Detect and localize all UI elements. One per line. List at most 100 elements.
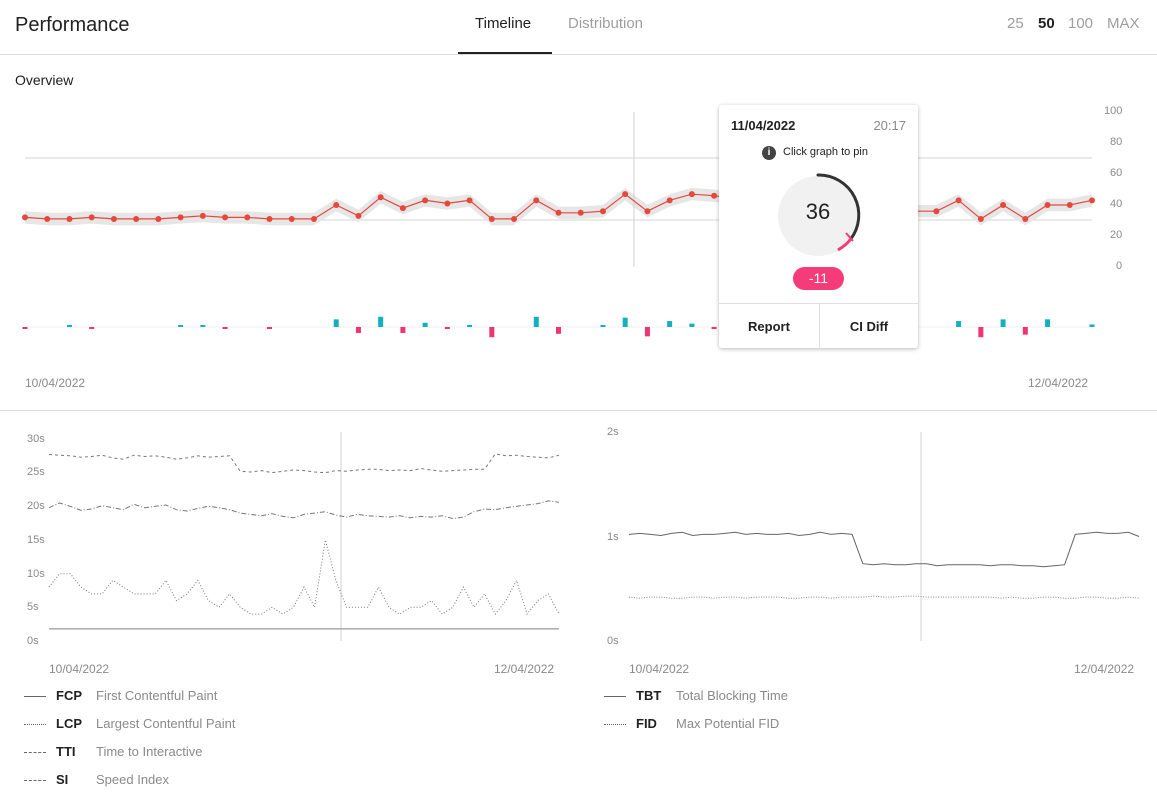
left-y-tick: 10s [27, 568, 45, 580]
overview-diff-bar [489, 327, 495, 338]
left-y-tick: 5s [27, 601, 39, 613]
right-y-tick: 2s [607, 426, 619, 438]
overview-score-point [222, 214, 229, 221]
left-y-tick: 15s [27, 534, 45, 546]
legend-line-dotted [24, 724, 46, 725]
overview-score-point [88, 214, 95, 221]
overview-diff-bar [600, 325, 606, 327]
right-series-fid [628, 595, 1140, 599]
legend-tti: TTI Time to Interactive [24, 742, 324, 762]
overview-x-start: 10/04/2022 [25, 376, 86, 390]
overview-diff-bar [689, 323, 695, 327]
legend-key: LCP [56, 716, 82, 731]
left-x-start: 10/04/2022 [49, 662, 110, 676]
overview-score-point [622, 191, 629, 198]
legend-tbt: TBT Total Blocking Time [604, 686, 904, 706]
right-x-end: 12/04/2022 [1074, 662, 1135, 676]
overview-x-end: 12/04/2022 [1028, 376, 1089, 390]
overview-title: Overview [15, 72, 74, 88]
overview-score-point [244, 214, 251, 221]
ci-diff-button[interactable]: CI Diff [849, 319, 889, 334]
left-series-tti [48, 453, 560, 474]
legend-line-dotted [604, 724, 626, 725]
overview-diff-bar [66, 325, 72, 327]
overview-score-point [66, 215, 73, 222]
overview-diff-bar [711, 327, 717, 329]
left-y-tick: 20s [27, 500, 45, 512]
left-y-tick: 30s [27, 433, 45, 445]
overview-diff-bar [178, 325, 184, 327]
score-gauge-arc [816, 173, 861, 241]
page-title: Performance [15, 14, 130, 36]
legend-name: Largest Contentful Paint [96, 716, 236, 731]
overview-score-point [266, 215, 273, 222]
overview-score-point [22, 214, 28, 221]
tab-distribution[interactable]: Distribution [568, 15, 644, 32]
tooltip-score: 36 [805, 199, 831, 224]
overview-score-point [199, 212, 206, 219]
overview-y-tick: 40 [1110, 198, 1123, 210]
overview-score-point [1022, 215, 1029, 222]
legend-line-solid [604, 696, 626, 697]
overview-diff-bar [378, 316, 384, 327]
left-series-lcp [48, 539, 560, 616]
overview-diff-bar [355, 327, 361, 333]
overview-diff-bar [533, 316, 539, 327]
score-gauge [816, 173, 861, 251]
range-50-button[interactable]: 50 [1038, 15, 1055, 32]
app-header: Performance Timeline Distribution 25 50 … [0, 0, 1157, 55]
right-y-tick: 1s [607, 531, 619, 543]
range-100-button[interactable]: 100 [1068, 15, 1094, 32]
overview-score-point [444, 200, 451, 207]
overview-score-point [666, 197, 673, 204]
overview-score-point [288, 215, 295, 222]
legend-fcp: FCP First Contentful Paint [24, 686, 324, 706]
section-divider [0, 410, 1157, 411]
range-25-button[interactable]: 25 [1007, 15, 1024, 32]
overview-score-point [422, 197, 429, 204]
left-series-si [48, 500, 560, 520]
overview-score-point [110, 215, 117, 222]
legend-name: Max Potential FID [676, 716, 780, 731]
overview-diff-bar [1089, 324, 1095, 327]
overview-diff-bar [444, 327, 450, 329]
score-gauge-marker [845, 232, 854, 242]
overview-diff-bar [267, 327, 273, 329]
tooltip-delta-badge: -11 [793, 267, 844, 290]
range-max-button[interactable]: MAX [1107, 15, 1140, 32]
legend-key: FID [636, 716, 657, 731]
tooltip-time: 20:17 [873, 118, 906, 133]
report-button[interactable]: Report [748, 319, 790, 334]
overview-score-point [1089, 197, 1095, 204]
overview-score-point [533, 197, 540, 204]
overview-score-point [488, 215, 495, 222]
legend-name: Speed Index [96, 772, 170, 787]
overview-y-tick: 80 [1110, 136, 1123, 148]
legend-name: Total Blocking Time [676, 688, 788, 703]
left-y-tick: 25s [27, 466, 45, 478]
overview-score-point [644, 208, 651, 215]
overview-score-point [599, 208, 606, 215]
right-y-tick: 0s [607, 635, 619, 647]
left-x-end: 12/04/2022 [494, 662, 555, 676]
legend-line-dashdot [24, 780, 46, 781]
overview-diff-bar [978, 327, 984, 338]
overview-y-tick: 60 [1110, 167, 1123, 179]
legend-line-dashed [24, 752, 46, 753]
legend-line-solid [24, 696, 46, 697]
tooltip-actions-divider [819, 304, 820, 349]
overview-score-point [577, 209, 584, 216]
overview-score-point [355, 212, 362, 219]
overview-score-point [310, 215, 317, 222]
tab-timeline[interactable]: Timeline [475, 15, 532, 32]
overview-score-point [555, 209, 562, 216]
overview-score-point [466, 197, 473, 204]
overview-diff-bar [644, 327, 650, 337]
overview-diff-bar [622, 317, 628, 327]
overview-diff-bar [22, 327, 28, 329]
overview-score-point [711, 192, 718, 199]
overview-score-point [155, 215, 162, 222]
info-icon: i [762, 146, 776, 160]
